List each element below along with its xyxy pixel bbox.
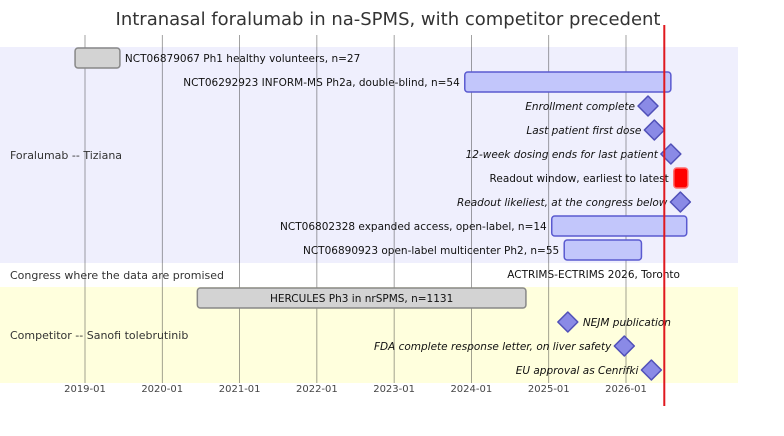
task-8-bar — [550, 215, 688, 237]
task-9-bar — [563, 239, 643, 261]
task-14-label: EU approval as Cenrifki — [516, 365, 639, 377]
x-tick-label-2023-01: 2023-01 — [373, 384, 415, 395]
task-12-label: NEJM publication — [583, 317, 671, 329]
task-3-milestone-marker — [637, 95, 659, 117]
section-background-2 — [0, 263, 738, 287]
section-label-1: Foralumab -- Tiziana — [10, 149, 122, 162]
x-tick-label-2022-01: 2022-01 — [296, 384, 338, 395]
task-6-label: Readout window, earliest to latest — [490, 173, 669, 185]
section-labels: Foralumab -- Tiziana Congress where the d… — [10, 149, 224, 342]
section-label-2: Congress where the data are promised — [10, 269, 224, 282]
task-11-label: HERCULES Ph3 in nrSPMS, n=1131 — [270, 293, 453, 305]
section-label-3: Competitor -- Sanofi tolebrutinib — [10, 329, 188, 342]
x-tick-label-2026-01: 2026-01 — [605, 384, 647, 395]
task-13-label: FDA complete response letter, on liver s… — [374, 341, 612, 353]
task-5-label: 12-week dosing ends for last patient — [466, 149, 659, 161]
x-tick-label-2021-01: 2021-01 — [219, 384, 261, 395]
x-tick-label-2020-01: 2020-01 — [141, 384, 183, 395]
task-8-label: NCT06802328 expanded access, open-label,… — [280, 221, 547, 233]
task-14-milestone-marker — [640, 359, 663, 381]
task-4-milestone-marker — [643, 119, 666, 141]
task-3-label: Enrollment complete — [525, 101, 635, 113]
task-7-label: Readout likeliest, at the congress below — [457, 197, 668, 209]
task-2-bar — [464, 71, 672, 93]
task-11-bar — [196, 287, 527, 309]
task-1-bar — [74, 47, 121, 69]
task-2-label: NCT06292923 INFORM-MS Ph2a, double-blind… — [183, 77, 460, 89]
task-7-milestone-marker — [669, 191, 692, 213]
x-tick-label-2025-01: 2025-01 — [528, 384, 570, 395]
task-9-label: NCT06890923 open-label multicenter Ph2, … — [303, 245, 559, 257]
task-6-critical-bar — [673, 167, 689, 189]
x-tick-label-2019-01: 2019-01 — [64, 384, 106, 395]
task-12-milestone-marker — [557, 311, 579, 333]
x-axis: 2019-01 2020-01 2021-01 2022-01 2023-01 2024-… — [64, 384, 647, 395]
tasks: NCT06879067 Ph1 healthy volunteers, n=27… — [74, 47, 692, 381]
task-13-milestone-marker — [613, 335, 636, 357]
chart-title: Intranasal foralumab in na-SPMS, with co… — [116, 9, 661, 30]
task-10-label: ACTRIMS-ECTRIMS 2026, Toronto — [507, 269, 680, 281]
x-tick-label-2024-01: 2024-01 — [450, 384, 492, 395]
task-4-label: Last patient first dose — [526, 125, 641, 137]
task-1-label: NCT06879067 Ph1 healthy volunteers, n=27 — [125, 53, 360, 65]
gridlines — [84, 35, 627, 383]
